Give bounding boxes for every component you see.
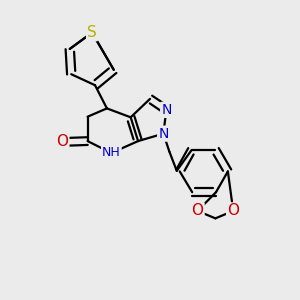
Text: O: O — [227, 203, 239, 218]
Text: NH: NH — [102, 146, 121, 160]
Text: N: N — [158, 127, 169, 141]
Text: O: O — [192, 203, 204, 218]
Text: N: N — [161, 103, 172, 117]
Text: S: S — [87, 25, 97, 40]
Text: O: O — [56, 134, 68, 149]
